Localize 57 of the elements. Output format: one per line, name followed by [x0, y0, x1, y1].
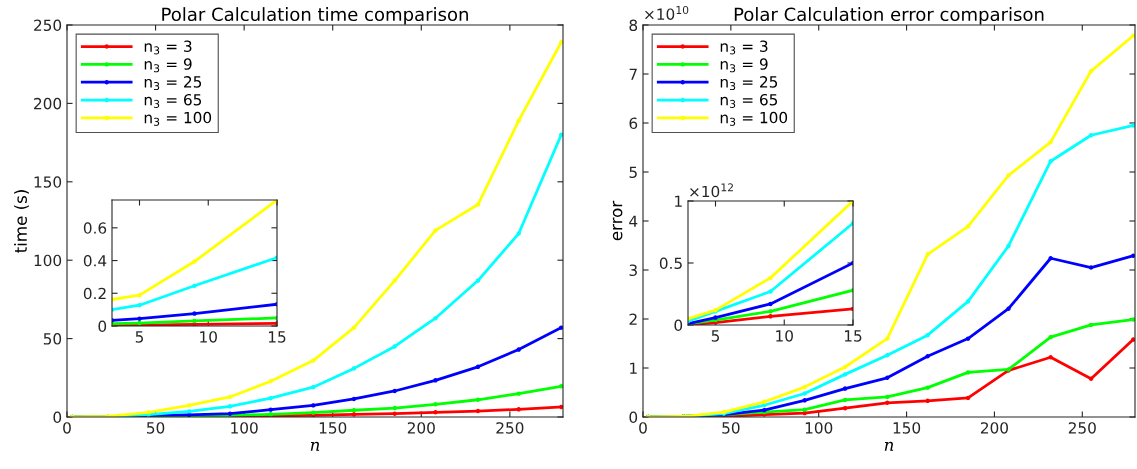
x-tick-label: 150 — [893, 422, 921, 434]
y-tick-label: 0.5 — [659, 257, 682, 270]
y-tick-label: 1 — [630, 362, 637, 374]
legend-label: n$_{3}$ = 25 — [144, 76, 202, 91]
y-tick-label: 0 — [674, 319, 683, 332]
y-tick-label: 0 — [629, 411, 638, 424]
y-tick-label: 7 — [629, 68, 637, 80]
y-tick-label: 0 — [98, 320, 107, 333]
y-tick-label: 100 — [34, 254, 62, 267]
x-tick-label: 50 — [722, 422, 740, 434]
y-tick-label: 1 — [675, 195, 682, 207]
legend-label: n$_{3}$ = 65 — [720, 93, 778, 108]
x-tick-label: 0 — [639, 422, 647, 434]
annotation: ×10$^{12}$ — [690, 183, 733, 198]
y-axis-title: error — [612, 200, 623, 241]
x-axis-title: n — [310, 441, 320, 451]
legend-label: n$_{3}$ = 100 — [720, 111, 788, 126]
x-tick-label: 250 — [1068, 422, 1096, 434]
y-tick-label: 5 — [629, 166, 637, 179]
x-tick-label: 5 — [135, 331, 144, 343]
y-axis-title: time (s) — [14, 190, 29, 253]
x-tick-label: 150 — [319, 422, 347, 434]
legend-label: n$_{3}$ = 9 — [144, 58, 192, 73]
legend-label: n$_{3}$ = 65 — [144, 93, 202, 108]
y-tick-label: 6 — [629, 117, 638, 130]
chart-title: Polar Calculation time comparison — [162, 7, 468, 25]
x-tick-label: 100 — [231, 422, 258, 434]
x-tick-label: 0 — [63, 422, 71, 434]
y-tick-label: 0.6 — [83, 222, 107, 234]
x-tick-label: 250 — [496, 422, 524, 434]
y-tick-label: 3 — [629, 264, 637, 277]
y-tick-label: 200 — [34, 97, 62, 110]
x-tick-label: 10 — [200, 331, 217, 343]
x-tick-label: 200 — [980, 422, 1008, 434]
x-tick-label: 200 — [407, 422, 435, 434]
x-tick-label: 100 — [805, 422, 833, 434]
y-tick-label: 0.2 — [83, 287, 106, 300]
legend-label: n$_{3}$ = 25 — [720, 76, 778, 91]
x-tick-label: 15 — [844, 330, 862, 342]
y-tick-label: 250 — [34, 19, 62, 32]
text: ×10$^{10}$ — [645, 5, 689, 20]
legend-label: n$_{3}$ = 3 — [144, 40, 192, 55]
y-tick-label: 8 — [629, 19, 638, 32]
legend-label: n$_{3}$ = 9 — [720, 58, 768, 73]
legend-label: n$_{3}$ = 3 — [720, 40, 768, 55]
y-tick-label: 4 — [629, 215, 638, 227]
legend-label: n$_{3}$ = 100 — [144, 111, 212, 126]
y-tick-label: 150 — [34, 176, 62, 188]
x-tick-label: 10 — [776, 330, 793, 342]
x-axis-title: n — [884, 441, 894, 451]
x-tick-label: 50 — [147, 422, 165, 434]
chart-title: Polar Calculation error comparison — [734, 7, 1044, 25]
y-tick-label: 0.4 — [83, 255, 107, 267]
x-tick-label: 5 — [711, 330, 720, 342]
x-tick-label: 15 — [268, 331, 286, 343]
y-tick-label: 2 — [629, 313, 637, 325]
y-tick-label: 0 — [53, 411, 62, 424]
